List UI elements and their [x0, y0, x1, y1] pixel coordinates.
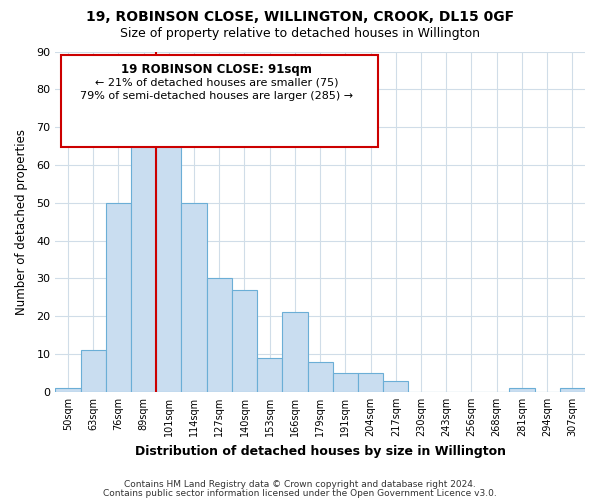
Bar [131, 127, 156, 392]
Text: Contains HM Land Registry data © Crown copyright and database right 2024.: Contains HM Land Registry data © Crown c… [124, 480, 476, 489]
Bar [232, 290, 257, 392]
Bar [560, 388, 585, 392]
Bar [206, 278, 232, 392]
Text: ← 21% of detached houses are smaller (75): ← 21% of detached houses are smaller (75… [95, 77, 338, 87]
Bar [106, 203, 131, 392]
Bar [509, 388, 535, 392]
Text: 19, ROBINSON CLOSE, WILLINGTON, CROOK, DL15 0GF: 19, ROBINSON CLOSE, WILLINGTON, CROOK, D… [86, 10, 514, 24]
Bar [156, 127, 181, 392]
Text: 19 ROBINSON CLOSE: 91sqm: 19 ROBINSON CLOSE: 91sqm [121, 64, 313, 76]
Bar [80, 350, 106, 392]
X-axis label: Distribution of detached houses by size in Willington: Distribution of detached houses by size … [134, 444, 506, 458]
FancyBboxPatch shape [61, 55, 379, 147]
Bar [358, 373, 383, 392]
Bar [383, 380, 409, 392]
Bar [257, 358, 283, 392]
Bar [283, 312, 308, 392]
Bar [333, 373, 358, 392]
Y-axis label: Number of detached properties: Number of detached properties [15, 128, 28, 314]
Bar [55, 388, 80, 392]
Text: Contains public sector information licensed under the Open Government Licence v3: Contains public sector information licen… [103, 490, 497, 498]
Text: 79% of semi-detached houses are larger (285) →: 79% of semi-detached houses are larger (… [80, 90, 353, 101]
Bar [181, 203, 206, 392]
Bar [308, 362, 333, 392]
Text: Size of property relative to detached houses in Willington: Size of property relative to detached ho… [120, 28, 480, 40]
